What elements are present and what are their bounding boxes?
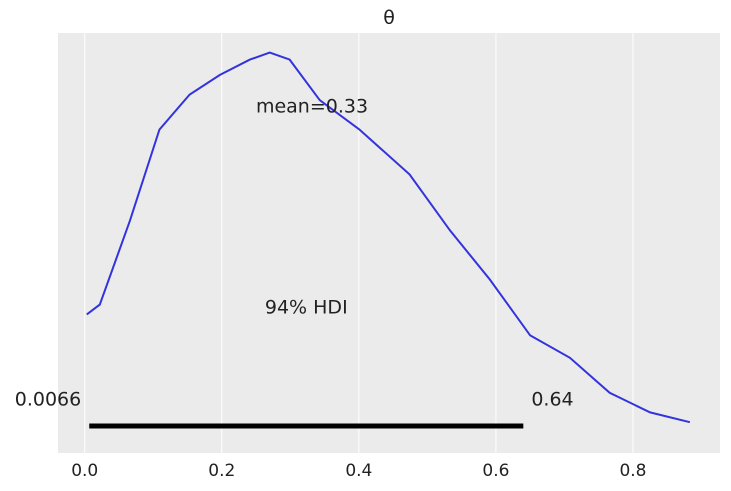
mean-label: mean=0.33 [256,96,368,118]
plot-area [58,33,720,453]
x-tick-label: 0.4 [345,461,372,481]
chart-title: θ [383,7,395,29]
x-tick-label: 0.6 [482,461,509,481]
hdi-low-label: 0.0066 [15,389,81,411]
hdi-high-label: 0.64 [531,389,573,411]
hdi-label: 94% HDI [265,297,348,319]
x-tick-label: 0.0 [71,461,98,481]
x-tick-label: 0.2 [208,461,235,481]
density-line [86,51,691,424]
x-tick-label: 0.8 [619,461,646,481]
